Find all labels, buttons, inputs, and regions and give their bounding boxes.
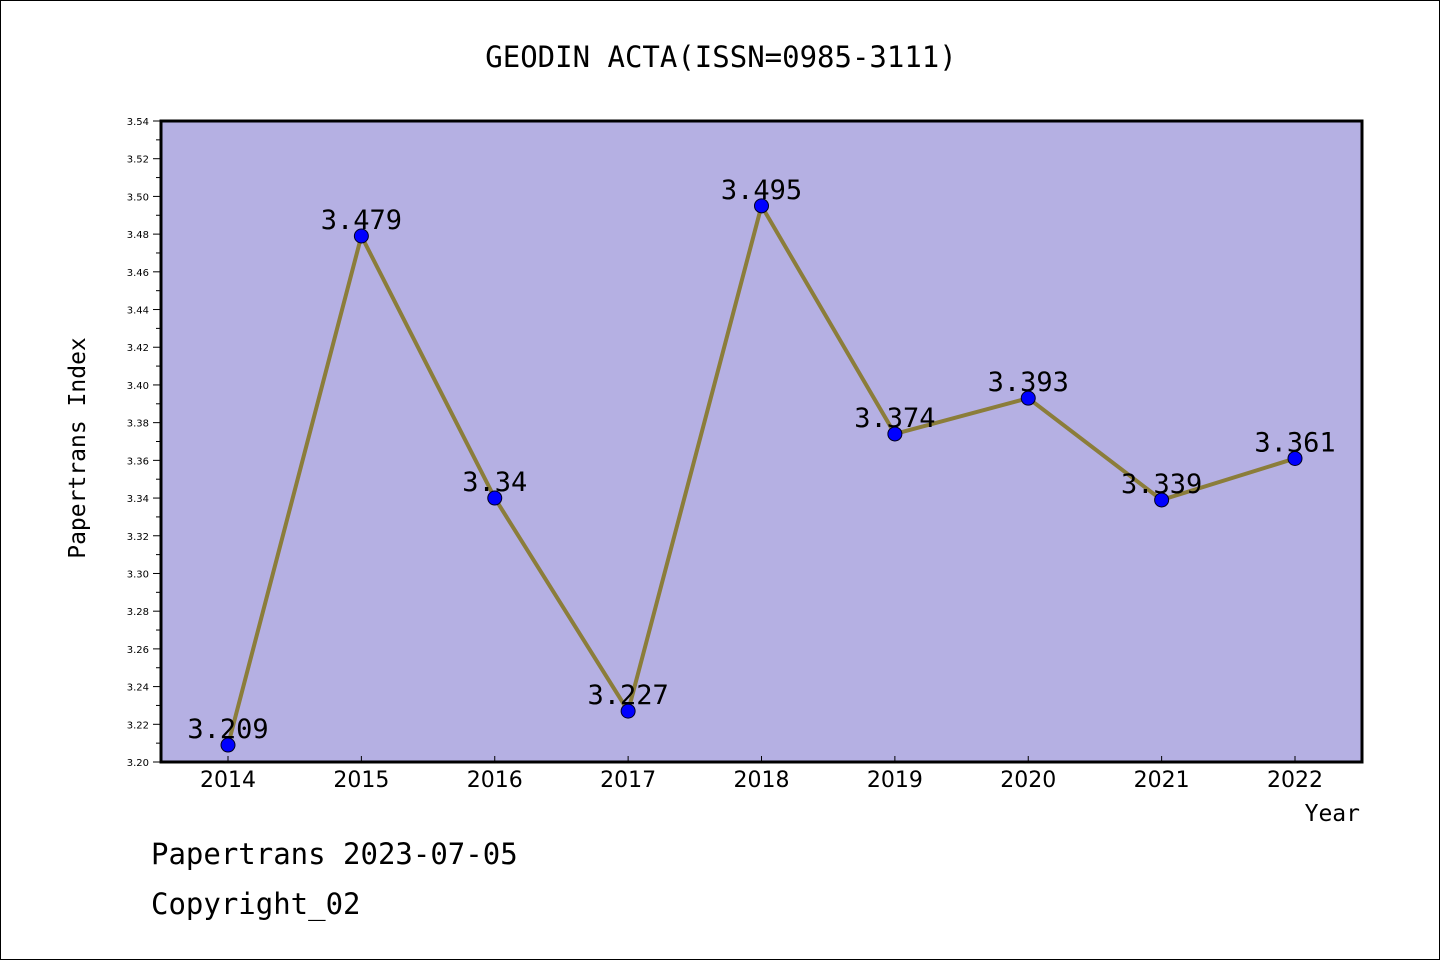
data-point [620,703,636,719]
x-tick-label: 2015 [333,768,389,793]
y-tick-label: 3.38 [127,419,149,430]
y-tick-label: 3.46 [127,268,149,279]
data-point [1287,450,1303,466]
y-tick-label: 3.54 [127,117,149,128]
data-label: 3.339 [1121,469,1202,500]
y-tick-label: 3.32 [127,532,149,543]
y-tick-label: 3.36 [127,456,149,467]
data-label: 3.393 [988,367,1069,398]
series [220,198,1303,753]
y-tick-label: 3.42 [127,343,149,354]
x-tick-label: 2014 [200,768,256,793]
plot-area [159,119,1364,764]
y-axis-label: Papertrans Index [65,337,91,559]
chart-title: GEODIN ACTA(ISSN=0985-3111) [485,40,956,74]
y-tick-label: 3.28 [127,607,149,618]
x-tick-label: 2019 [867,768,923,793]
x-axis: 2014 2015 2016 2017 2018 2019 2020 2021 2022 [200,756,1323,793]
x-tick-label: 2017 [600,768,656,793]
data-point [487,490,503,506]
data-label: 3.34 [462,467,527,498]
footer-date: Papertrans 2023-07-05 [151,837,518,871]
data-labels: 3.209 3.479 3.34 3.227 3.495 3.374 3.393 3.339 3… [187,175,1335,745]
y-tick-label: 3.24 [127,683,149,694]
data-point [220,737,236,753]
data-label: 3.227 [587,680,668,711]
data-label: 3.374 [854,403,935,434]
x-axis-label: Year [1305,801,1360,827]
data-label: 3.479 [321,205,402,236]
x-tick-label: 2020 [1000,768,1056,793]
x-tick-label: 2018 [734,768,790,793]
data-label: 3.361 [1254,427,1335,458]
x-tick-label: 2021 [1134,768,1190,793]
y-tick-label: 3.20 [127,758,149,769]
data-point [887,426,903,442]
y-tick-label: 3.30 [127,569,149,580]
y-tick-label: 3.50 [127,192,149,203]
data-label: 3.495 [721,175,802,206]
y-tick-label: 3.48 [127,230,149,241]
data-label: 3.209 [187,714,268,745]
y-tick-label: 3.26 [127,645,149,656]
y-tick-label: 3.40 [127,381,149,392]
data-point [353,228,369,244]
data-point [754,198,769,214]
data-point [1154,492,1170,508]
y-tick-label: 3.34 [127,494,149,505]
x-tick-label: 2016 [467,768,523,793]
y-tick-label: 3.52 [127,155,149,166]
y-tick-label: 3.22 [127,720,149,731]
data-point [1020,390,1036,406]
y-tick-label: 3.44 [127,306,149,317]
y-axis: 3.20 3.22 3.24 3.26 3.28 3.30 3.32 3.34 3.36 3.38… [127,117,161,769]
x-tick-label: 2022 [1267,768,1323,793]
footer-copyright: Copyright_02 [151,887,361,921]
